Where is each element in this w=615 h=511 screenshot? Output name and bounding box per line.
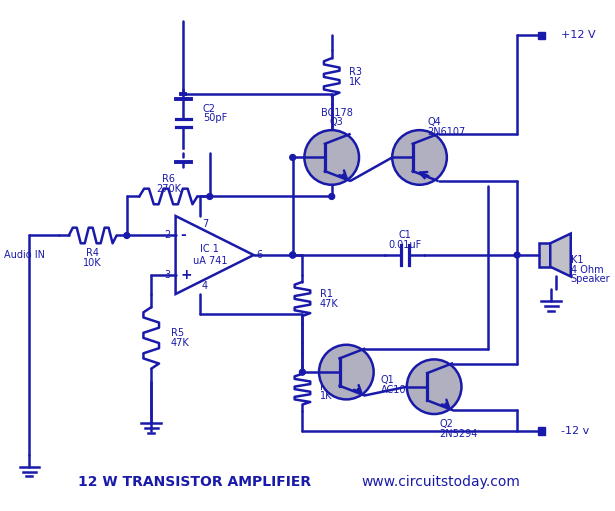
Text: Q3: Q3	[330, 118, 343, 127]
Text: Speaker: Speaker	[571, 274, 610, 285]
Text: R5: R5	[171, 328, 184, 338]
Text: IC 1
uA 741: IC 1 uA 741	[192, 244, 227, 266]
Text: 12 W TRANSISTOR AMPLIFIER: 12 W TRANSISTOR AMPLIFIER	[78, 475, 311, 490]
Text: Q4: Q4	[427, 118, 441, 127]
Text: 1K: 1K	[349, 77, 362, 87]
Circle shape	[207, 194, 213, 199]
Text: 4: 4	[202, 281, 208, 291]
Text: Q2: Q2	[439, 419, 453, 429]
Bar	[538, 427, 546, 434]
Text: 47K: 47K	[320, 299, 339, 309]
Text: 0.01uF: 0.01uF	[388, 240, 421, 250]
Text: BC178: BC178	[320, 108, 352, 118]
Text: R1: R1	[320, 289, 333, 299]
Text: +12 V: +12 V	[561, 31, 595, 40]
Text: Q1: Q1	[381, 375, 394, 385]
Text: 1K: 1K	[320, 391, 333, 402]
Circle shape	[392, 130, 447, 185]
Text: K1: K1	[571, 255, 583, 265]
Text: R2: R2	[320, 382, 333, 392]
Text: AC108: AC108	[381, 385, 412, 394]
Polygon shape	[550, 234, 571, 276]
Circle shape	[514, 252, 520, 258]
Text: R6: R6	[162, 174, 175, 184]
Circle shape	[300, 369, 306, 375]
Text: 7: 7	[202, 219, 208, 229]
Text: 47K: 47K	[171, 338, 189, 348]
Text: R4: R4	[86, 248, 99, 258]
Text: 2: 2	[164, 230, 171, 241]
Text: 2N5294: 2N5294	[439, 429, 477, 438]
Text: Audio IN: Audio IN	[4, 250, 45, 260]
Circle shape	[290, 252, 296, 258]
Circle shape	[304, 130, 359, 185]
Text: 2N6107: 2N6107	[427, 127, 466, 137]
Bar	[538, 32, 546, 39]
Text: 270K: 270K	[156, 183, 181, 194]
Text: 3: 3	[165, 269, 171, 280]
Circle shape	[329, 194, 335, 199]
Circle shape	[124, 233, 130, 239]
Bar	[539, 243, 550, 267]
Text: -12 v: -12 v	[561, 426, 589, 435]
Text: 50pF: 50pF	[203, 113, 227, 124]
Text: 6: 6	[256, 250, 263, 260]
Text: 10K: 10K	[84, 258, 102, 268]
Text: C1: C1	[399, 230, 411, 241]
Circle shape	[407, 359, 461, 414]
Text: www.circuitstoday.com: www.circuitstoday.com	[361, 475, 520, 490]
Text: 4 Ohm: 4 Ohm	[571, 265, 603, 274]
Text: C2: C2	[203, 104, 216, 113]
Text: -: -	[180, 228, 186, 243]
Circle shape	[290, 154, 296, 160]
Circle shape	[290, 252, 296, 258]
Text: R3: R3	[349, 67, 362, 77]
Text: +: +	[180, 268, 192, 282]
Circle shape	[319, 345, 374, 400]
